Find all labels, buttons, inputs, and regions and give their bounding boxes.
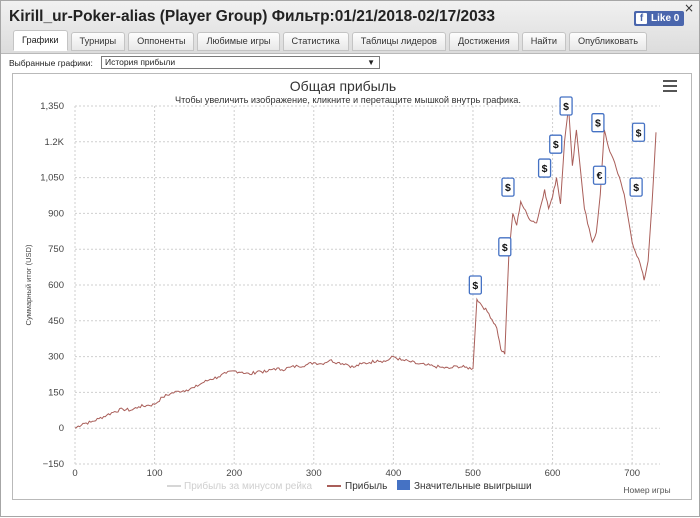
legend-label-profit: Прибыль [345,480,387,492]
x-tick-label: 0 [72,468,77,479]
significant-win-marker-label: $ [542,163,548,175]
x-tick-label: 200 [226,468,242,479]
legend-swatch-big-wins [397,480,410,490]
y-tick-label: 150 [48,387,64,398]
chevron-down-icon: ▼ [367,58,375,67]
significant-win-marker [559,96,573,116]
significant-win-marker-label: $ [505,182,511,194]
y-tick-label: 600 [48,280,64,291]
y-tick-label: 450 [48,316,64,327]
significant-win-marker-label: $ [595,118,601,130]
significant-win-marker [468,275,482,295]
y-tick-label: 900 [48,208,64,219]
significant-win-marker-label: $ [472,280,478,292]
chart-frame [12,73,692,500]
legend-label-rake: Прибыль за минусом рейка [184,480,313,492]
significant-win-marker-label: $ [563,101,569,113]
y-tick-label: 1,350 [40,101,64,112]
significant-win-marker [537,158,552,178]
y-tick-label: 750 [48,244,64,255]
significant-win-marker-label: $ [502,242,508,254]
facebook-like-button[interactable]: f Like 0 [634,11,684,26]
significant-win-marker [591,113,605,133]
x-tick-label: 400 [385,468,401,479]
graph-select-value: История прибыли [105,57,176,67]
graph-selector-label: Выбранные графики: [9,58,93,68]
significant-win-marker-label: $ [636,127,642,139]
significant-win-marker [631,122,646,142]
tab-graphs[interactable]: Графики [13,30,68,51]
significant-win-marker-label: $ [553,139,559,151]
tab-favorite-games[interactable]: Любимые игры [197,32,280,51]
y-tick-label: 0 [59,423,64,434]
tab-opponents[interactable]: Оппоненты [128,32,195,51]
window-titlebar: Kirill_ur-Poker-alias (Player Group) Фил… [1,1,699,54]
significant-win-marker-label: $ [633,182,639,194]
tab-bar: Графики Турниры Оппоненты Любимые игры С… [13,30,648,51]
y-axis-label: Суммарный итог (USD) [24,244,33,325]
chart-menu-icon[interactable] [663,80,677,92]
x-tick-label: 100 [147,468,163,479]
window-title: Kirill_ur-Poker-alias (Player Group) Фил… [9,8,496,25]
tab-find[interactable]: Найти [521,32,566,51]
significant-win-marker [498,237,512,257]
chart-title: Общая прибыль [290,78,396,94]
x-axis-label: Номер игры [623,485,670,495]
legend-label-big-wins: Значительные выигрыши [414,481,532,492]
x-tick-label: 500 [465,468,481,479]
profit-series-line [74,105,657,429]
tab-publish[interactable]: Опубликовать [568,32,648,51]
y-tick-label: 1.2K [44,137,64,148]
significant-win-marker [549,134,563,154]
significant-win-marker [629,177,643,197]
close-icon[interactable]: × [683,1,694,15]
significant-win-marker [592,165,607,185]
x-tick-label: 300 [306,468,322,479]
tab-achievements[interactable]: Достижения [448,32,519,51]
significant-win-marker-label: € [597,170,603,182]
y-tick-label: −150 [43,459,64,470]
like-label: Like 0 [651,13,680,24]
chart-subtitle: Чтобы увеличить изображение, кликните и … [175,95,521,105]
y-tick-label: 300 [48,352,64,363]
y-tick-label: 1,050 [40,173,64,184]
tab-leaderboards[interactable]: Таблицы лидеров [351,32,446,51]
facebook-icon: f [636,13,647,24]
graph-select-dropdown[interactable]: История прибыли ▼ [101,56,380,69]
tab-tournaments[interactable]: Турниры [70,32,126,51]
significant-win-marker [501,177,515,197]
x-tick-label: 700 [624,468,640,479]
x-tick-label: 600 [545,468,561,479]
tab-statistics[interactable]: Статистика [282,32,349,51]
